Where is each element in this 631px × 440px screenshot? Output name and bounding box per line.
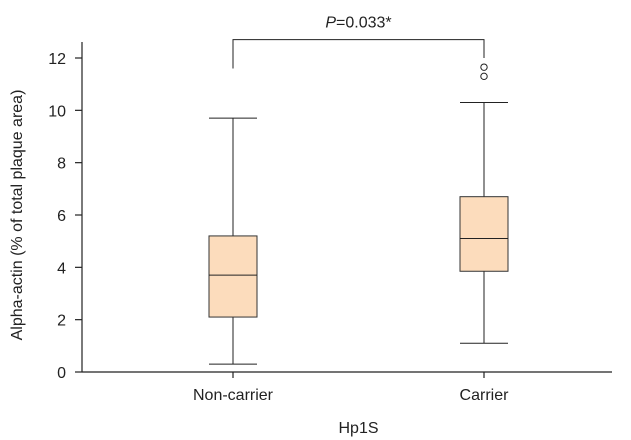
y-tick-label: 6 bbox=[57, 208, 66, 225]
outlier-point bbox=[480, 72, 488, 81]
y-tick-label: 2 bbox=[57, 313, 66, 330]
outlier-point bbox=[480, 63, 488, 71]
axes bbox=[81, 42, 612, 373]
y-tick-label: 8 bbox=[57, 156, 66, 173]
boxes bbox=[208, 63, 509, 365]
y-tick-label: 10 bbox=[48, 103, 66, 120]
significance-bracket bbox=[232, 39, 485, 69]
x-category-labels: Non-carrier Carrier bbox=[193, 372, 509, 404]
y-axis-title: Alpha-actin (% of total plaque area) bbox=[9, 90, 26, 341]
x-category-label: Non-carrier bbox=[193, 387, 274, 404]
p-value: =0.033* bbox=[336, 15, 392, 32]
p-symbol: P bbox=[325, 15, 336, 32]
y-tick-label: 0 bbox=[57, 365, 66, 382]
x-axis-title: Hp1S bbox=[338, 420, 378, 437]
p-value-label: P=0.033* bbox=[325, 15, 391, 32]
iqr-box bbox=[208, 235, 258, 318]
significance-annotation: P=0.033* bbox=[232, 15, 485, 69]
y-ticks: 0 2 4 6 8 10 12 bbox=[48, 51, 82, 382]
y-tick-label: 12 bbox=[48, 51, 66, 68]
box-group-non-carrier bbox=[208, 117, 258, 365]
iqr-box bbox=[459, 196, 509, 272]
y-tick-label: 4 bbox=[57, 260, 66, 277]
x-category-label: Carrier bbox=[460, 387, 510, 404]
box-group-carrier bbox=[459, 63, 509, 344]
